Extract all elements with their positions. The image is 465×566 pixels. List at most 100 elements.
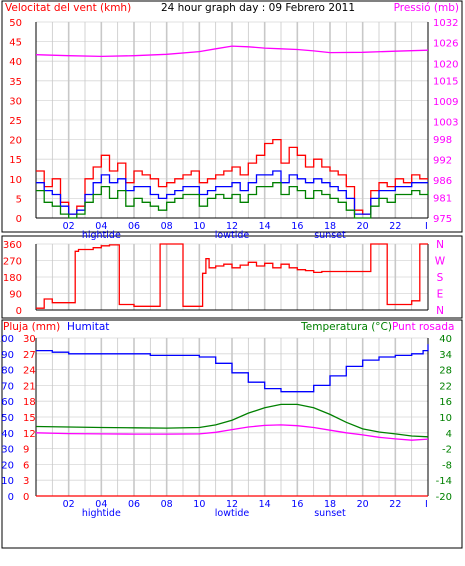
wind-speed-tick-label: 35 <box>9 77 22 88</box>
p3-x-tick-label: 08 <box>161 499 173 510</box>
rain-tick-label: 21 <box>23 381 36 392</box>
pressure-tick-label: 1032 <box>433 18 458 29</box>
temperature-tick-label: 34 <box>439 350 452 361</box>
p1-x-tick-label: 20 <box>357 221 369 232</box>
p1-x-tick-label: 18 <box>324 221 336 232</box>
direction-tick-label: 360 <box>3 240 22 251</box>
p3-x-tick-label: I <box>425 499 428 510</box>
humidity-tick-label: 100 <box>0 334 14 345</box>
p3-annotation: sunset <box>314 508 346 519</box>
p3-annotation: hightide <box>82 508 121 519</box>
temperature-tick-label: 4 <box>446 429 452 440</box>
panel-1-frame <box>1 0 463 233</box>
pressure-line <box>35 45 429 58</box>
direction-tick-label: 0 <box>16 306 22 317</box>
panel-2-frame <box>1 235 463 319</box>
p1-x-tick-label: 02 <box>63 221 75 232</box>
p3-x-tick-label: 04 <box>95 499 107 510</box>
pressure-tick-label: 1026 <box>433 39 458 50</box>
p3-x-tick-label: 16 <box>291 499 303 510</box>
wind-speed-tick-label: 50 <box>9 18 22 29</box>
wind-speed-axis-title: Velocitat del vent (kmh) <box>5 2 131 14</box>
wind-series-line-3 <box>36 182 429 219</box>
rain-axis-title: Pluja (mm) <box>3 321 60 333</box>
wind-speed-tick-label: 45 <box>9 38 22 49</box>
pressure-tick-label: 1003 <box>433 118 458 129</box>
p1-annotation: sunset <box>314 230 346 241</box>
chart-title: 24 hour graph day : 09 Febrero 2011 <box>161 2 355 14</box>
humidity-tick-label: 60 <box>1 397 14 408</box>
humidity-axis-title: Humitat <box>67 321 109 333</box>
humidity-tick-label: 70 <box>1 381 14 392</box>
pressure-tick-label: 1009 <box>433 97 458 108</box>
p3-x-tick-label: 06 <box>128 499 140 510</box>
humidity-line <box>36 344 429 393</box>
wind-speed-tick-label: 40 <box>9 57 22 68</box>
compass-label: N <box>436 305 444 317</box>
pressure-tick-label: 975 <box>433 214 452 225</box>
temperature-line <box>35 403 429 438</box>
temperature-tick-label: 22 <box>439 381 452 392</box>
temperature-tick-label: -14 <box>436 476 452 487</box>
p1-x-tick-label: 12 <box>226 221 238 232</box>
p3-x-tick-label: 12 <box>226 499 238 510</box>
rain-tick-label: 27 <box>23 350 36 361</box>
direction-tick-label: 270 <box>3 257 22 268</box>
p1-x-tick-label: I <box>425 221 428 232</box>
rain-tick-label: 3 <box>23 476 29 487</box>
temperature-tick-label: 16 <box>439 397 452 408</box>
pressure-tick-label: 981 <box>433 193 452 204</box>
dew-point-line <box>35 424 429 441</box>
panel-3-frame <box>1 319 463 549</box>
wind-direction-line <box>36 243 428 309</box>
temperature-axis-title: Temperatura (°C) <box>300 321 392 333</box>
pressure-axis-title: Pressió (mb) <box>394 2 459 14</box>
p1-x-tick-label: 06 <box>128 221 140 232</box>
compass-label: S <box>437 272 444 284</box>
rain-tick-label: 0 <box>23 492 29 503</box>
humidity-tick-label: 10 <box>1 476 14 487</box>
pressure-tick-label: 998 <box>433 135 452 146</box>
rain-tick-label: 30 <box>23 334 36 345</box>
temperature-tick-label: 10 <box>439 413 452 424</box>
panel-wind-pressure: 0510152025303540455097598198699299810031… <box>9 18 458 241</box>
p3-x-tick-label: 22 <box>389 499 401 510</box>
wind-speed-tick-label: 25 <box>9 116 22 127</box>
wind-series-line-1 <box>36 138 428 215</box>
p3-x-tick-label: 10 <box>193 499 205 510</box>
p1-x-tick-label: 04 <box>95 221 107 232</box>
wind-speed-tick-label: 5 <box>16 194 22 205</box>
pressure-tick-label: 1020 <box>433 59 458 70</box>
p1-annotation: hightide <box>82 230 121 241</box>
humidity-tick-label: 40 <box>1 429 14 440</box>
direction-tick-label: 180 <box>3 273 22 284</box>
wind-series-line-2 <box>36 170 428 215</box>
p3-x-tick-label: 20 <box>357 499 369 510</box>
wind-speed-tick-label: 30 <box>9 96 22 107</box>
compass-label: E <box>437 289 444 301</box>
humidity-tick-label: 0 <box>8 492 14 503</box>
rain-tick-label: 6 <box>23 460 29 471</box>
wind-speed-tick-label: 10 <box>9 175 22 186</box>
p3-x-tick-label: 14 <box>259 499 271 510</box>
temperature-tick-label: 28 <box>439 366 452 377</box>
humidity-tick-label: 20 <box>1 460 14 471</box>
rain-tick-label: 24 <box>23 366 36 377</box>
p3-x-tick-label: 02 <box>63 499 75 510</box>
p1-x-tick-label: 22 <box>389 221 401 232</box>
dew-point-axis-title: Punt rosada <box>392 321 454 333</box>
wind-speed-tick-label: 15 <box>9 155 22 166</box>
p3-x-tick-label: 18 <box>324 499 336 510</box>
humidity-tick-label: 30 <box>1 445 14 456</box>
rain-tick-label: 15 <box>23 413 36 424</box>
pressure-tick-label: 992 <box>433 156 452 167</box>
temperature-tick-label: -20 <box>436 492 452 503</box>
humidity-tick-label: 50 <box>1 413 14 424</box>
rain-tick-label: 12 <box>23 429 36 440</box>
pressure-tick-label: 1015 <box>433 76 458 87</box>
compass-label: W <box>435 256 446 268</box>
humidity-tick-label: 80 <box>1 366 14 377</box>
direction-tick-label: 90 <box>9 290 22 301</box>
